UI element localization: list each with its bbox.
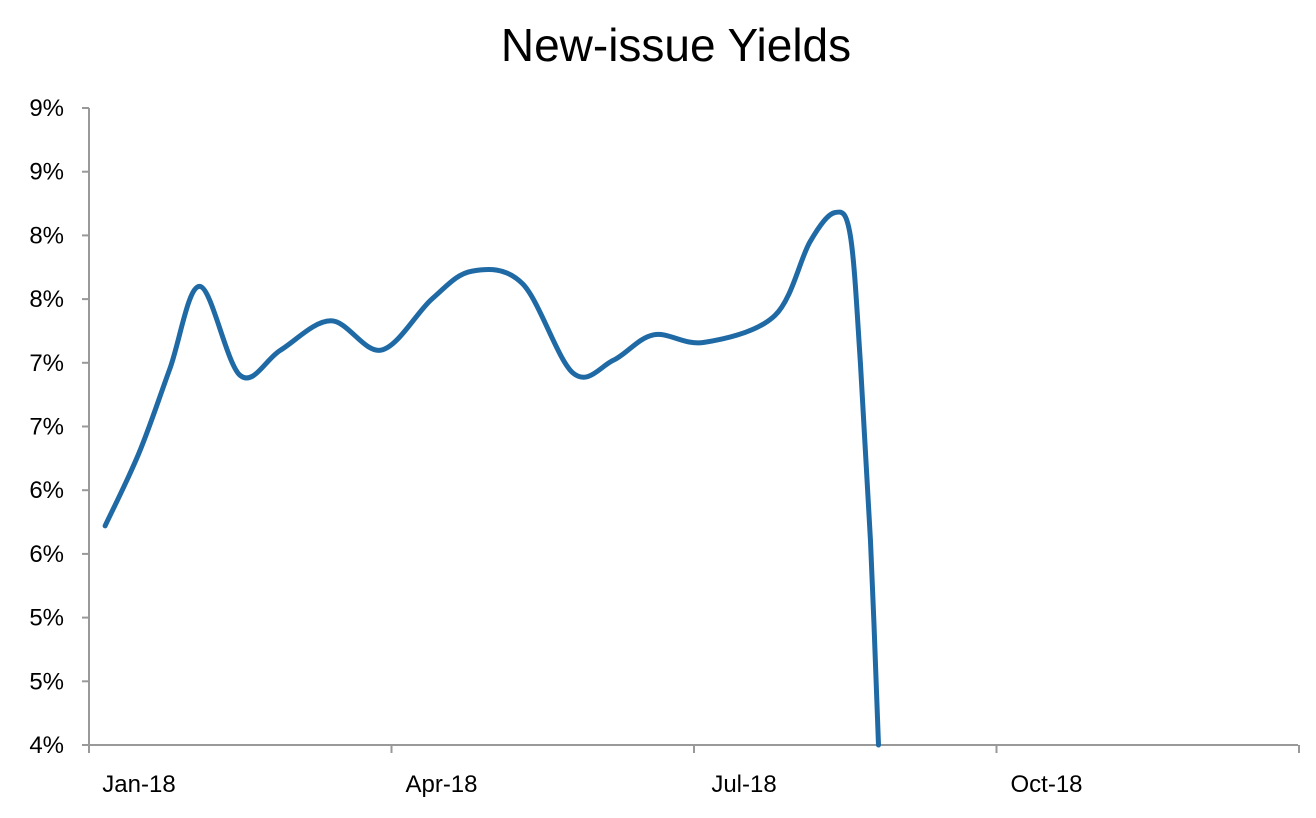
y-tick-label: 7%	[29, 350, 64, 377]
x-tick-label: Oct-18	[1010, 771, 1082, 798]
x-tick-label: Jan-18	[102, 771, 175, 798]
y-tick-label: 6%	[29, 477, 64, 504]
y-tick-label: 5%	[29, 668, 64, 695]
y-tick-label: 7%	[29, 414, 64, 441]
y-tick-label: 4%	[29, 732, 64, 759]
y-tick-label: 8%	[29, 222, 64, 249]
chart-title: New-issue Yields	[500, 19, 852, 71]
x-tick-label: Apr-18	[405, 771, 477, 798]
y-tick-label: 9%	[29, 95, 64, 122]
series-line	[102, 209, 881, 748]
y-tick-label: 6%	[29, 541, 64, 568]
y-tick-label: 9%	[29, 159, 64, 186]
x-tick-label: Jul-18	[711, 771, 776, 798]
y-tick-label: 8%	[29, 286, 64, 313]
y-tick-label: 5%	[29, 605, 64, 632]
